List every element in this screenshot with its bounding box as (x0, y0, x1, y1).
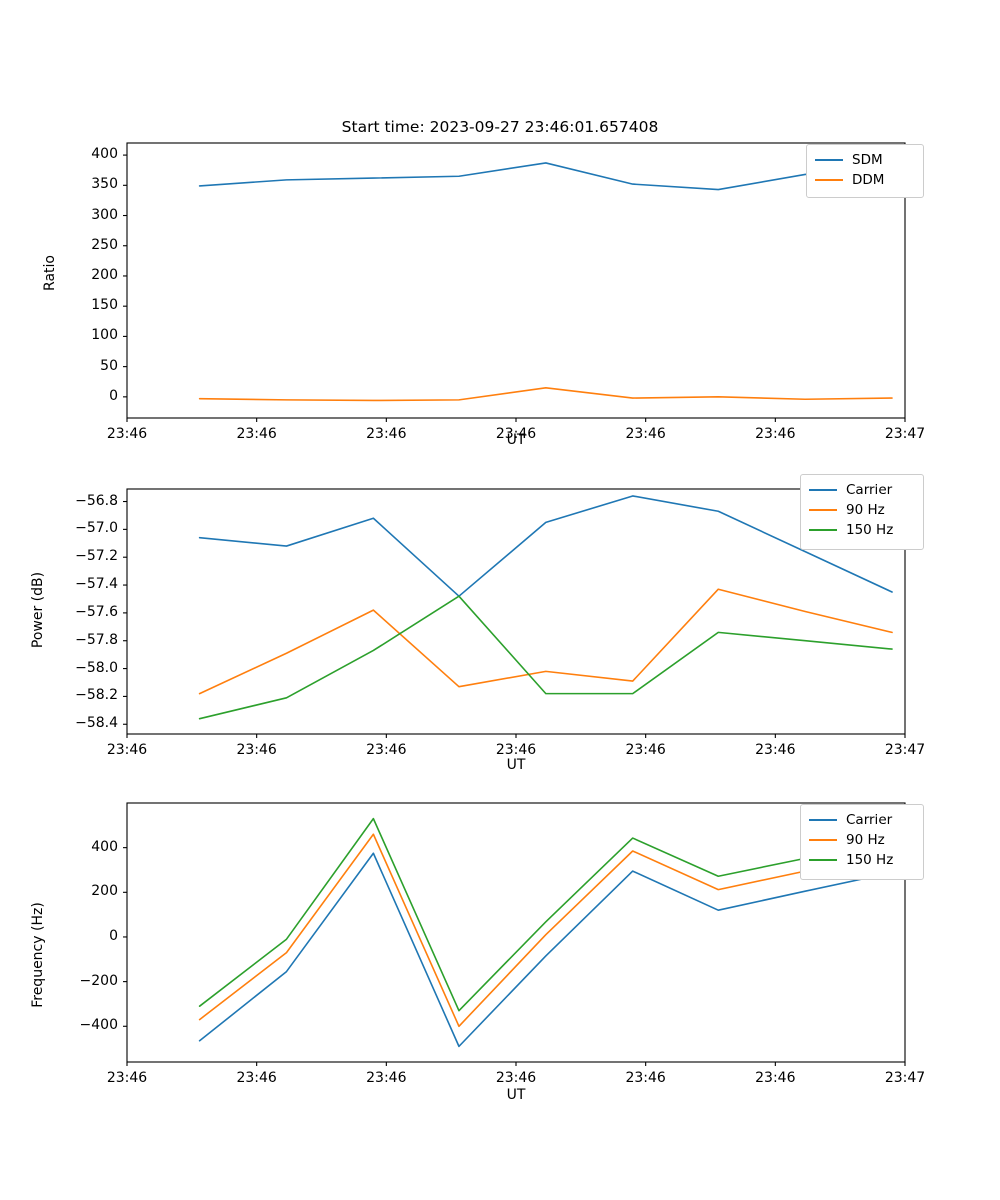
y-tick-label: 0 (109, 927, 118, 944)
panel-ratio-legend[interactable]: SDM DDM (806, 144, 924, 198)
y-tick-label: −57.6 (75, 603, 118, 620)
y-tick-label: −57.2 (75, 548, 118, 565)
series-line-carrier (198, 495, 893, 597)
x-tick-label: 23:47 (884, 742, 926, 758)
x-tick-label: 23:46 (625, 426, 666, 442)
legend-label: Carrier (846, 812, 893, 828)
y-tick-label: 0 (109, 387, 118, 404)
panel-frequency: Frequency (Hz) UT Carrier 90 Hz 150 Hz −… (0, 785, 1000, 1115)
y-tick-label: −200 (79, 972, 118, 989)
axes-spine (126, 488, 906, 735)
axes-spine (126, 802, 906, 1063)
series-line-carrier (198, 852, 893, 1048)
legend-item-carrier[interactable]: Carrier (809, 480, 915, 500)
x-tick-label: 23:46 (366, 426, 407, 442)
y-tick-label: −58.4 (75, 715, 118, 732)
x-tick-label: 23:46 (106, 426, 148, 442)
x-tick-label: 23:46 (755, 426, 796, 442)
y-tick-label: 400 (91, 838, 118, 855)
legend-line-icon (809, 859, 837, 861)
legend-line-icon (815, 159, 843, 161)
series-line-sdm (198, 162, 893, 191)
panel-ratio-plot-area (123, 142, 906, 422)
y-tick-label: −57.8 (75, 631, 118, 648)
legend-item-90hz[interactable]: 90 Hz (809, 830, 915, 850)
legend-item-sdm[interactable]: SDM (815, 150, 915, 170)
x-tick-label: 23:46 (366, 742, 407, 758)
x-tick-label: 23:46 (236, 1070, 277, 1086)
legend-line-icon (809, 509, 837, 511)
panel-frequency-xlabel: UT (506, 1087, 526, 1103)
y-tick-label: −57.4 (75, 576, 118, 593)
legend-item-ddm[interactable]: DDM (815, 170, 915, 190)
x-tick-label: 23:46 (755, 742, 796, 758)
x-tick-label: 23:46 (625, 1070, 666, 1086)
panel-power-xlabel: UT (506, 757, 526, 773)
y-tick-label: 400 (91, 146, 118, 163)
panel-power: Power (dB) UT Carrier 90 Hz 150 Hz −58.4… (0, 455, 1000, 785)
y-tick-label: −400 (79, 1017, 118, 1034)
figure-title: Start time: 2023-09-27 23:46:01.657408 (341, 118, 659, 136)
y-tick-label: −57.0 (75, 520, 118, 537)
panel-frequency-plot-area (123, 802, 906, 1066)
x-tick-label: 23:46 (106, 742, 148, 758)
panel-ratio: Ratio UT SDM DDM 0 50 100 150 200 250 300 350 40… (0, 0, 1000, 455)
panel-power-plot-area (123, 488, 906, 738)
panel-frequency-legend[interactable]: Carrier 90 Hz 150 Hz (800, 804, 924, 880)
y-tick-label: 50 (100, 357, 118, 374)
legend-line-icon (815, 179, 843, 181)
x-tick-label: 23:46 (236, 426, 277, 442)
y-tick-label: −58.2 (75, 687, 118, 704)
series-line-90-hz (198, 833, 893, 1028)
legend-item-carrier[interactable]: Carrier (809, 810, 915, 830)
legend-label: 90 Hz (846, 832, 885, 848)
y-tick-label: 300 (91, 206, 118, 223)
legend-label: 90 Hz (846, 502, 885, 518)
x-tick-label: 23:46 (366, 1070, 407, 1086)
x-tick-label: 23:46 (495, 1070, 537, 1086)
series-line-90-hz (198, 588, 893, 695)
legend-item-150hz[interactable]: 150 Hz (809, 520, 915, 540)
series-line-150-hz (198, 817, 893, 1012)
x-tick-label: 23:46 (495, 742, 537, 758)
legend-line-icon (809, 839, 837, 841)
y-tick-label: 150 (91, 297, 118, 314)
y-tick-label: 350 (91, 176, 118, 193)
legend-label: DDM (852, 172, 885, 188)
y-tick-label: −56.8 (75, 492, 118, 509)
panel-ratio-xlabel: UT (506, 432, 526, 448)
x-tick-label: 23:46 (106, 1070, 148, 1086)
legend-line-icon (809, 819, 837, 821)
panel-power-legend[interactable]: Carrier 90 Hz 150 Hz (800, 474, 924, 550)
legend-label: 150 Hz (846, 522, 894, 538)
y-tick-label: 200 (91, 883, 118, 900)
x-tick-label: 23:46 (625, 742, 666, 758)
panel-frequency-ylabel: Frequency (Hz) (30, 902, 46, 1008)
x-tick-label: 23:46 (755, 1070, 796, 1086)
legend-item-150hz[interactable]: 150 Hz (809, 850, 915, 870)
axes-spine (126, 142, 906, 419)
x-tick-label: 23:47 (884, 426, 926, 442)
legend-line-icon (809, 529, 837, 531)
legend-label: SDM (852, 152, 883, 168)
series-line-ddm (198, 386, 893, 402)
y-tick-label: 100 (91, 327, 118, 344)
legend-label: 150 Hz (846, 852, 894, 868)
x-tick-label: 23:46 (236, 742, 277, 758)
x-tick-label: 23:46 (495, 426, 537, 442)
series-line-150-hz (198, 595, 893, 720)
y-tick-label: −58.0 (75, 659, 118, 676)
legend-line-icon (809, 489, 837, 491)
legend-label: Carrier (846, 482, 893, 498)
y-tick-label: 200 (91, 266, 118, 283)
legend-item-90hz[interactable]: 90 Hz (809, 500, 915, 520)
y-tick-label: 250 (91, 236, 118, 253)
x-tick-label: 23:47 (884, 1070, 926, 1086)
